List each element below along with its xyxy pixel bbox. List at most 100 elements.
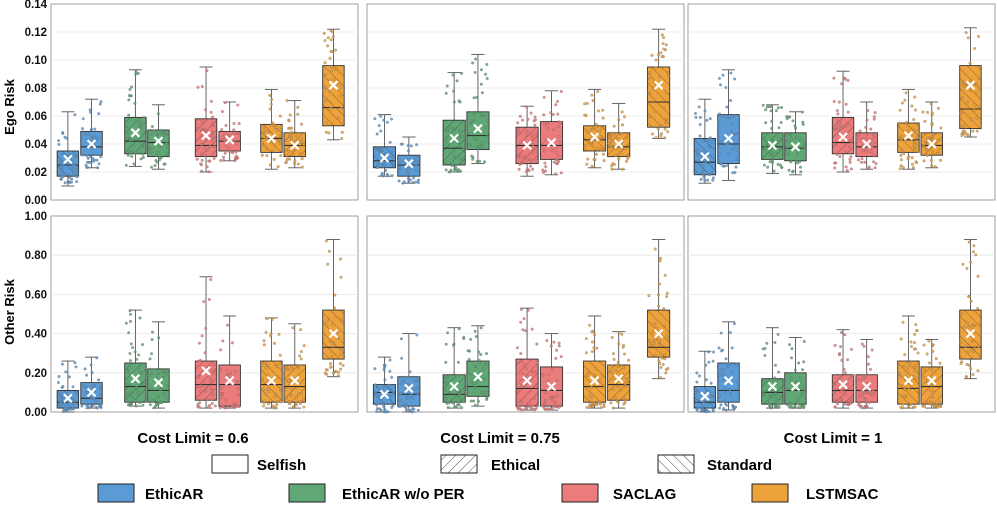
sample-point [699,177,703,181]
sample-point [516,130,520,134]
sample-point [198,401,201,405]
sample-point [86,391,89,394]
sample-point [455,79,459,83]
sample-point [443,381,447,384]
sample-point [339,367,343,371]
sample-point [142,382,146,386]
mean-marker [861,139,872,149]
sample-point [727,117,731,120]
sample-point [607,141,611,145]
sample-point [590,385,593,389]
sample-point [91,157,95,160]
sample-point [375,162,379,166]
sample-point [542,95,546,99]
iqr-hatch [647,67,670,128]
mean-marker [613,373,624,384]
sample-point [543,122,546,126]
sample-point [939,126,943,130]
sample-point [969,347,973,351]
sample-point [559,171,563,175]
sample-point [623,147,627,151]
sample-point [71,167,75,171]
sample-point [860,342,864,346]
sample-point [718,76,721,80]
sample-point [482,393,486,397]
sample-point [612,357,616,361]
sample-point [624,384,628,388]
sample-point [460,134,464,138]
sample-point [523,407,527,411]
sample-point [627,358,630,362]
sample-point [583,113,587,117]
sample-point [734,165,738,169]
sample-point [860,160,863,164]
sample-point [166,372,170,376]
sample-point [75,175,79,179]
sample-point [264,147,268,151]
sample-point [226,323,229,327]
sample-point [965,266,969,270]
sample-point [527,401,530,405]
sample-point [863,391,867,395]
sample-point [938,361,942,365]
sample-point [733,131,737,135]
sample-point [138,316,142,320]
sample-point [665,91,669,95]
sample-point [709,381,713,385]
sample-point [925,154,929,157]
sample-point [379,129,383,133]
sample-point [93,158,97,162]
sample-point [460,159,464,163]
sample-point [61,163,65,167]
sample-point [931,138,934,142]
sample-point [141,403,145,407]
sample-point [155,160,159,164]
sample-point [703,109,707,113]
mean-marker [700,391,710,402]
sample-point [870,137,874,141]
sample-point [708,137,712,141]
mean-marker [790,142,801,152]
sample-point [762,379,766,383]
sample-point [153,164,157,167]
sample-point [648,343,652,347]
sample-point [727,151,731,155]
mean-marker [861,381,872,392]
box-lstmsac [322,239,345,378]
sample-point [139,141,143,145]
sample-point [767,143,771,147]
sample-point [98,393,102,397]
sample-point [267,402,270,406]
sample-point [780,393,783,397]
sample-point [219,367,223,371]
sample-point [447,401,451,405]
sample-point [963,344,967,348]
sample-point [276,375,280,379]
sample-point [454,156,458,159]
box-ethicar-w-o-per [124,309,147,408]
sample-point [845,168,849,172]
sample-point [279,140,283,143]
sample-point [900,134,904,138]
sample-point [130,85,133,89]
sample-point [860,157,864,161]
sample-point [68,181,71,184]
sample-point [381,403,385,407]
sample-point [81,117,85,121]
mean-marker [328,80,339,90]
sample-point [840,331,843,334]
sample-point [204,326,208,330]
sample-point [220,128,224,132]
sample-point [974,92,978,96]
sample-point [588,393,591,397]
sample-point [88,110,92,114]
sample-point [142,116,146,120]
sample-point [694,391,698,395]
sample-point [648,115,651,119]
sample-point [150,165,153,169]
sample-point [559,90,563,93]
sample-point [900,158,903,162]
y-tick-label: 0.00 [25,407,47,419]
sample-point [556,99,559,103]
sample-point [901,165,905,169]
